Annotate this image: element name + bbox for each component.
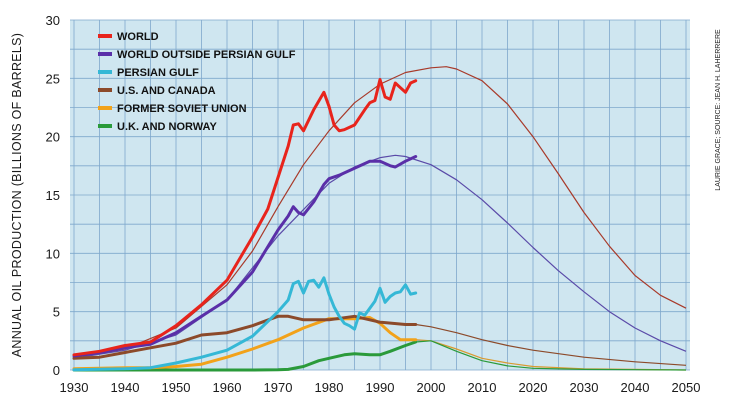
y-axis-label: ANNUAL OIL PRODUCTION (BILLIONS OF BARRE… xyxy=(10,33,24,358)
legend-label: U.K. AND NORWAY xyxy=(117,121,217,133)
legend-label: U.S. AND CANADA xyxy=(117,85,216,97)
x-tick-label: 1970 xyxy=(264,380,293,395)
projection-line xyxy=(73,66,687,359)
x-tick-label: 2030 xyxy=(570,380,599,395)
series-line xyxy=(72,276,418,372)
series-line xyxy=(72,316,418,371)
y-tick-label: 10 xyxy=(46,246,60,261)
y-tick-label: 20 xyxy=(46,130,60,145)
x-tick-labels: 1930 1940 1950 1960 1970 1980 1990 2000 2010 2020… xyxy=(60,380,701,395)
x-tick-label: 1960 xyxy=(213,380,242,395)
projection-line xyxy=(415,340,687,371)
series-line xyxy=(72,340,418,372)
x-tick-label: 2010 xyxy=(468,380,497,395)
x-tick-label: 2020 xyxy=(519,380,548,395)
legend-label: FORMER SOVIET UNION xyxy=(117,103,247,115)
x-tick-label: 1990 xyxy=(366,380,395,395)
series-line xyxy=(72,78,418,357)
projection-line xyxy=(415,323,687,366)
y-tick-label: 0 xyxy=(53,363,60,378)
y-tick-label: 30 xyxy=(46,13,60,28)
legend-label: WORLD OUTSIDE PERSIAN GULF xyxy=(117,49,296,61)
x-tick-label: 2000 xyxy=(417,380,446,395)
historical-series xyxy=(72,78,418,372)
x-tick-label: 2040 xyxy=(621,380,650,395)
legend: WORLD WORLD OUTSIDE PERSIAN GULF PERSIAN G… xyxy=(98,31,296,133)
series-line xyxy=(72,314,418,360)
y-tick-label: 25 xyxy=(46,71,60,86)
y-tick-label: 15 xyxy=(46,188,60,203)
projection-curves xyxy=(73,66,687,371)
y-tick-label: 5 xyxy=(53,305,60,320)
x-tick-label: 1980 xyxy=(315,380,344,395)
legend-label: WORLD xyxy=(117,31,159,43)
legend-label: PERSIAN GULF xyxy=(117,67,199,79)
x-tick-label: 1950 xyxy=(162,380,191,395)
y-tick-labels: 0 5 10 15 20 25 30 xyxy=(46,13,60,378)
x-tick-label: 2050 xyxy=(672,380,701,395)
credit-text: LAURIE GRACE; SOURCE: JEAN H. LAHERRERE xyxy=(715,29,722,191)
projection-line xyxy=(73,154,687,359)
series-line xyxy=(72,155,418,358)
x-tick-label: 1930 xyxy=(60,380,89,395)
x-tick-label: 1940 xyxy=(111,380,140,395)
